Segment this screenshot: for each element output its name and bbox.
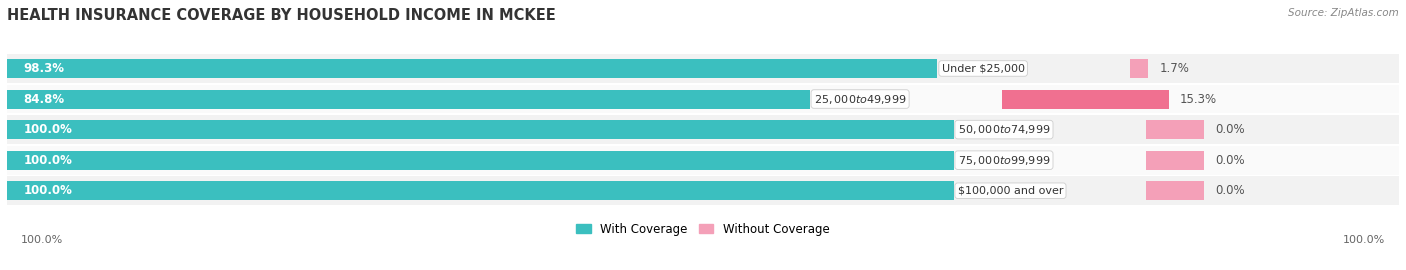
Bar [1129, 59, 1149, 78]
Bar [7, 59, 938, 78]
Text: $25,000 to $49,999: $25,000 to $49,999 [814, 93, 907, 106]
Text: Under $25,000: Under $25,000 [942, 63, 1025, 73]
Bar [7, 54, 1399, 83]
Bar [7, 90, 810, 109]
Bar [1146, 120, 1204, 139]
Bar [1146, 181, 1204, 200]
Text: 100.0%: 100.0% [1343, 235, 1385, 245]
Text: 0.0%: 0.0% [1215, 123, 1244, 136]
Text: 100.0%: 100.0% [24, 184, 73, 197]
Text: 100.0%: 100.0% [24, 123, 73, 136]
Text: 84.8%: 84.8% [24, 93, 65, 106]
Text: 1.7%: 1.7% [1159, 62, 1189, 75]
Text: 100.0%: 100.0% [21, 235, 63, 245]
Bar [7, 115, 1399, 144]
Bar [7, 85, 1399, 113]
Text: Source: ZipAtlas.com: Source: ZipAtlas.com [1288, 8, 1399, 18]
Text: HEALTH INSURANCE COVERAGE BY HOUSEHOLD INCOME IN MCKEE: HEALTH INSURANCE COVERAGE BY HOUSEHOLD I… [7, 8, 555, 23]
Bar [7, 151, 953, 170]
Bar [7, 176, 1399, 205]
Text: 15.3%: 15.3% [1180, 93, 1218, 106]
Text: $100,000 and over: $100,000 and over [957, 186, 1063, 196]
Text: 98.3%: 98.3% [24, 62, 65, 75]
Bar [1146, 151, 1204, 170]
Text: $50,000 to $74,999: $50,000 to $74,999 [957, 123, 1050, 136]
Text: 0.0%: 0.0% [1215, 154, 1244, 167]
Bar [7, 146, 1399, 174]
Text: $75,000 to $99,999: $75,000 to $99,999 [957, 154, 1050, 167]
Bar [1001, 90, 1168, 109]
Text: 100.0%: 100.0% [24, 154, 73, 167]
Legend: With Coverage, Without Coverage: With Coverage, Without Coverage [572, 218, 834, 240]
Bar [7, 120, 953, 139]
Bar [7, 181, 953, 200]
Text: 0.0%: 0.0% [1215, 184, 1244, 197]
